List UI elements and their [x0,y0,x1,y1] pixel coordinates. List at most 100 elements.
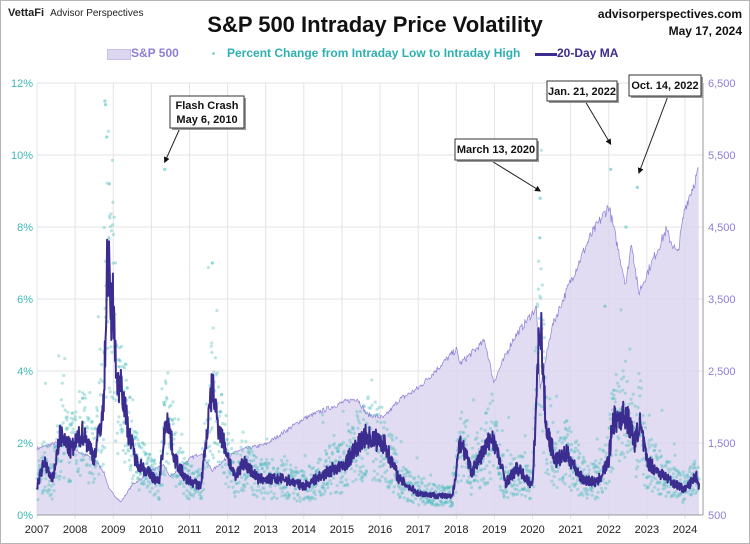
scatter-point [360,456,364,461]
scatter-point [219,393,224,397]
scatter-point [452,474,456,478]
scatter-point [211,326,215,330]
scatter-point [623,391,627,395]
scatter-point [130,419,134,423]
scatter-point [466,479,470,483]
scatter-point [146,456,150,461]
scatter-point [69,423,73,427]
scatter-point [621,388,625,392]
scatter-point [382,426,386,430]
scatter-point [128,395,132,399]
scatter-point [612,388,616,392]
scatter-point [213,356,217,360]
scatter-point [228,452,232,456]
scatter-point [61,452,66,456]
scatter-point [621,452,626,456]
scatter-point [228,472,232,476]
scatter-point [282,468,286,472]
scatter-point [554,446,558,450]
scatter-point [61,421,65,425]
scatter-point [56,474,60,478]
scatter-point [577,455,581,459]
scatter-point [383,471,387,475]
scatter-point [343,471,347,475]
scatter-point [614,453,618,457]
scatter-point [122,421,126,425]
scatter-point [515,487,519,492]
scatter-point [498,488,503,492]
scatter-point [600,489,604,493]
scatter-point [85,425,89,429]
scatter-point [133,443,137,447]
scatter-point [46,445,50,449]
scatter-point [299,469,303,473]
scatter-point [322,492,326,496]
scatter-point [152,460,156,464]
scatter-point [584,490,588,494]
scatter-point [218,410,222,414]
scatter-point [570,456,575,460]
scatter-point [444,501,448,505]
scatter-point [53,449,57,453]
scatter-point [115,431,119,435]
scatter-point [278,482,282,487]
scatter-point [380,454,384,458]
scatter-point [47,479,52,483]
scatter-point [137,488,141,492]
scatter-point [302,473,306,478]
scatter-point [579,492,583,496]
scatter-point [330,450,334,455]
scatter-point [646,486,651,490]
scatter-point [313,489,317,493]
scatter-point [125,386,129,390]
x-tick-label: 2011 [178,524,202,536]
scatter-point [259,457,263,462]
scatter-point [298,499,302,503]
scatter-point [402,496,406,500]
scatter-point [101,444,105,448]
scatter-point [517,477,521,481]
scatter-point [482,480,486,484]
scatter-point [637,459,641,464]
scatter-point [103,446,107,450]
scatter-point [262,497,266,501]
scatter-point [398,486,402,490]
scatter-point [300,473,304,477]
scatter-point [650,489,655,493]
scatter-point [227,469,231,473]
scatter-point [384,479,388,483]
scatter-point [494,420,498,424]
scatter-point [476,479,480,483]
scatter-point [563,482,567,486]
scatter-point [603,304,607,308]
x-tick-label: 2015 [330,524,354,536]
scatter-point [265,465,270,469]
scatter-point [133,436,137,440]
scatter-point [251,488,255,492]
scatter-point [185,462,189,466]
scatter-point [375,407,379,411]
scatter-point [237,480,241,484]
scatter-point [419,497,423,501]
scatter-point [628,347,632,351]
scatter-point [301,474,306,478]
scatter-point [70,420,74,425]
scatter-point [337,446,341,450]
scatter-point [471,454,475,458]
scatter-point [428,501,432,505]
scatter-point [80,396,84,400]
scatter-point [232,491,236,495]
right-tick-label: 6,500 [708,78,736,90]
scatter-point [284,485,288,489]
scatter-point [431,498,435,502]
scatter-point [329,492,333,496]
scatter-point [218,410,222,414]
scatter-point [91,480,95,484]
scatter-point [156,495,160,500]
scatter-point [138,472,142,476]
scatter-point [310,496,314,500]
scatter-point [509,491,513,495]
scatter-point [170,418,174,422]
scatter-point [385,427,389,431]
scatter-point [38,465,42,469]
